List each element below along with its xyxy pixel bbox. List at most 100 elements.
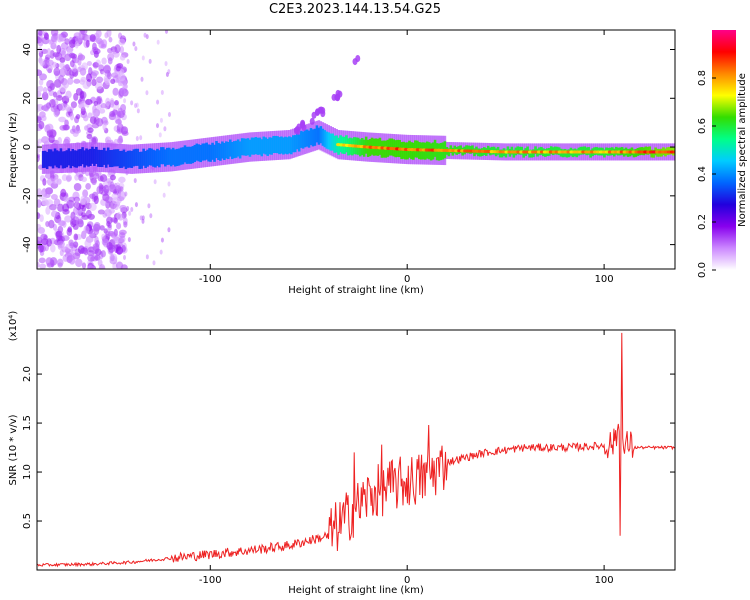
noise-blob — [103, 64, 111, 71]
ridge-band — [140, 151, 143, 169]
noise-blob — [37, 154, 40, 163]
noise-blob — [116, 222, 122, 230]
noise-blob — [141, 55, 145, 61]
ridge-band — [258, 137, 262, 155]
ridge-band — [230, 142, 234, 160]
ridge-band — [130, 150, 134, 169]
noise-blob — [91, 177, 97, 186]
noise-blob — [130, 207, 134, 213]
ridge-band — [234, 140, 238, 158]
ridge-band — [146, 149, 149, 167]
ridge-band — [158, 150, 161, 168]
ridge-band — [246, 138, 250, 156]
ridge-band — [650, 149, 653, 158]
ridge-band — [227, 141, 230, 160]
noise-blob — [165, 71, 169, 77]
noise-blob — [147, 203, 151, 209]
ridge-band — [506, 146, 510, 155]
noise-blob — [63, 79, 70, 89]
ridge-band — [266, 138, 269, 156]
noise-blob — [57, 136, 62, 145]
ridge-band — [43, 150, 47, 168]
ridge-band — [110, 150, 114, 168]
noise-blob — [37, 199, 42, 208]
ridge-band — [195, 143, 199, 161]
noise-blob — [93, 221, 101, 230]
noise-blob — [112, 87, 119, 96]
noise-blob — [106, 72, 112, 80]
noise-blob — [118, 38, 126, 46]
ridge-band — [156, 148, 159, 166]
noise-blob — [110, 254, 115, 262]
ridge-band — [160, 147, 163, 165]
noise-blob — [108, 184, 117, 193]
noise-blob — [93, 100, 99, 106]
noise-blob — [39, 60, 45, 66]
ridge-band — [122, 149, 126, 167]
ridge-band — [329, 133, 333, 151]
noise-blob — [83, 114, 89, 122]
ridge-band — [429, 143, 433, 161]
ridge-band — [315, 125, 319, 143]
noise-blob — [99, 174, 108, 183]
branch-blob — [318, 106, 324, 114]
noise-blob — [47, 86, 53, 92]
ridge-band — [99, 149, 102, 167]
ridge-band — [83, 150, 86, 168]
noise-blob — [59, 103, 67, 111]
ridge-band — [45, 151, 49, 170]
noise-blob — [112, 197, 120, 205]
noise-blob — [65, 104, 71, 112]
noise-blob — [94, 81, 103, 90]
ridge-band — [282, 137, 285, 155]
noise-blob — [87, 250, 95, 257]
ridge-band — [284, 136, 287, 154]
noise-blob — [73, 241, 79, 248]
snr-panel: -100 0 100 0.5 1.0 1.5 2.0 Height of straight … — [8, 311, 676, 596]
ridge-band — [528, 149, 531, 158]
noise-blob — [93, 172, 100, 180]
noise-blob — [44, 32, 50, 40]
noise-blob — [37, 223, 42, 231]
colorbar-tick-label: 0.8 — [697, 70, 708, 86]
noise-blob — [158, 132, 162, 138]
ridge-band — [290, 137, 293, 155]
noise-blob — [37, 37, 43, 44]
ridge-band — [75, 150, 78, 168]
noise-blob — [73, 128, 81, 134]
noise-blob — [114, 100, 119, 106]
noise-blob — [92, 61, 99, 69]
noise-blob — [153, 179, 157, 185]
snr-scale-label: (x10⁴) — [8, 311, 19, 342]
noise-blob — [80, 176, 88, 183]
ridge-band — [252, 137, 256, 155]
branch-blob — [311, 111, 317, 119]
ridge-band — [199, 145, 203, 163]
ridge-band — [516, 146, 520, 155]
ridge-band — [142, 148, 145, 166]
noise-blob — [123, 255, 127, 261]
y-tick-label: -20 — [22, 188, 33, 204]
ridge-band — [73, 150, 77, 168]
ridge-band — [134, 148, 138, 166]
noise-blob — [42, 178, 47, 186]
noise-blob — [39, 263, 47, 269]
noise-blob — [37, 90, 42, 98]
noise-blob — [119, 45, 125, 54]
noise-blob — [61, 174, 68, 181]
ridge-band — [325, 131, 329, 149]
noise-blob — [120, 126, 129, 135]
noise-blob — [41, 91, 49, 101]
snr-ylabel: SNR (10 * v/v) — [8, 414, 19, 485]
spectrogram-marks — [37, 30, 675, 269]
spectrogram-ylabel: Frequency (Hz) — [8, 112, 19, 188]
noise-blob — [109, 99, 115, 108]
noise-blob — [118, 176, 126, 183]
noise-blob — [43, 103, 50, 112]
noise-blob — [164, 61, 168, 67]
chart-title: C2E3.2023.144.13.54.G25 — [268, 2, 442, 17]
ridge-band — [297, 134, 301, 152]
ridge-band — [152, 149, 155, 167]
colorbar-tick-label: 0.6 — [697, 118, 708, 134]
